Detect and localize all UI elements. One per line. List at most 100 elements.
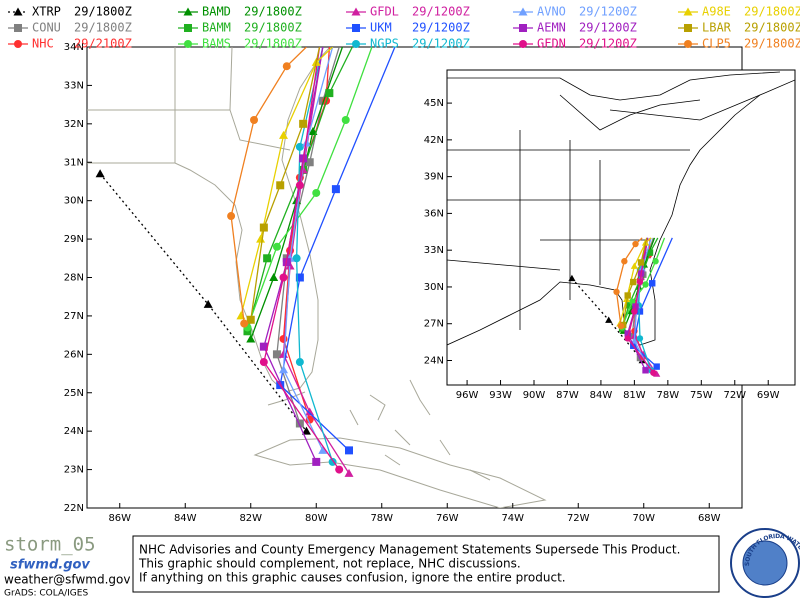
track-point <box>617 322 625 330</box>
track-point <box>14 40 22 48</box>
legend: XTRP 29/1800Z CONU 29/1800Z NHC 29/2100Z BAMD 2… <box>8 5 800 51</box>
track-point <box>299 119 308 128</box>
track-point <box>95 169 105 178</box>
legend-name: LBAR <box>702 21 732 35</box>
track-point <box>624 292 631 299</box>
track-point <box>184 40 192 48</box>
track-point <box>335 465 344 474</box>
us-coastline <box>447 79 795 346</box>
track-point <box>184 24 192 32</box>
x-tick-label: 78W <box>370 513 393 524</box>
legend-name: NGPS <box>370 37 399 51</box>
legend-time: 29/1200Z <box>579 37 637 51</box>
y-tick-label: 24N <box>64 426 84 437</box>
legend-name: A98E <box>702 5 731 19</box>
y-tick-label: 31N <box>64 157 84 168</box>
track-point <box>624 335 631 342</box>
track-point <box>632 240 639 248</box>
track-point <box>341 115 350 124</box>
x-tick-label: 75W <box>690 390 713 401</box>
track-point <box>628 332 636 340</box>
y-tick-label: 32N <box>64 119 84 130</box>
track-point <box>352 24 360 32</box>
x-tick-label: 84W <box>174 513 197 524</box>
track-point <box>263 254 272 263</box>
y-tick-label: 30N <box>424 282 444 293</box>
x-tick-label: 84W <box>590 390 613 401</box>
legend-name: CLP5 <box>702 37 731 51</box>
track-point <box>642 367 649 374</box>
track-point <box>613 288 620 296</box>
track-point <box>295 419 304 428</box>
track-point <box>650 369 657 376</box>
legend-time: 29/1800Z <box>744 37 800 51</box>
track-point <box>246 334 256 343</box>
track-line <box>99 173 307 432</box>
track-point <box>305 407 315 416</box>
track-point <box>227 212 236 221</box>
track-point <box>621 258 628 265</box>
x-tick-label: 68W <box>698 513 721 524</box>
coastline <box>87 47 331 393</box>
track-point <box>295 358 304 367</box>
y-tick-label: 33N <box>424 245 444 256</box>
legend-time: 29/1200Z <box>579 21 637 35</box>
track-point <box>312 188 321 197</box>
track-point <box>684 40 692 48</box>
track-point <box>240 319 249 328</box>
track-point <box>305 415 314 424</box>
y-tick-label: 33N <box>64 80 84 91</box>
y-tick-label: 24N <box>424 355 444 366</box>
track-point <box>628 298 636 305</box>
bahamas <box>349 379 491 481</box>
y-tick-label: 36N <box>424 208 444 219</box>
x-tick-label: 72W <box>723 390 746 401</box>
y-tick-label: 29N <box>64 234 84 245</box>
legend-time: 29/1800Z <box>74 5 132 19</box>
legend-name: BAMD <box>202 5 231 19</box>
legend-name: AVNO <box>537 5 566 19</box>
x-tick-label: 78W <box>657 390 680 401</box>
x-tick-label: 76W <box>436 513 459 524</box>
track-point <box>312 457 321 466</box>
track-point <box>646 249 654 256</box>
track-point <box>652 258 659 265</box>
track-point <box>318 445 328 454</box>
legend-name: BAMM <box>202 21 231 35</box>
email: weather@sfwmd.gov <box>4 573 130 587</box>
track-point <box>518 7 528 16</box>
legend-time: 29/1800Z <box>244 37 302 51</box>
x-tick-label: 90W <box>523 390 546 401</box>
track-point <box>684 24 692 32</box>
track-point <box>279 334 288 343</box>
track-point <box>519 24 527 32</box>
y-tick-label: 22N <box>64 503 84 514</box>
x-tick-label: 82W <box>239 513 262 524</box>
x-tick-label: 70W <box>632 513 655 524</box>
legend-name: XTRP <box>32 5 61 19</box>
x-tick-label: 69W <box>757 390 780 401</box>
disclaimer-line: NHC Advisories and County Emergency Mana… <box>139 543 680 557</box>
credit: GrADS: COLA/IGES <box>4 589 88 599</box>
y-tick-label: 27N <box>424 319 444 330</box>
legend-time: 29/1800Z <box>744 5 800 19</box>
y-tick-label: 39N <box>424 172 444 183</box>
legend-time: 29/1200Z <box>579 5 637 19</box>
legend-time: 29/1800Z <box>74 21 132 35</box>
legend-name: AEMN <box>537 21 566 35</box>
track-point <box>259 358 268 367</box>
y-tick-label: 25N <box>64 388 84 399</box>
track-point <box>683 7 693 16</box>
legend-name: UKM <box>370 21 392 35</box>
x-tick-label: 80W <box>305 513 328 524</box>
x-tick-label: 81W <box>623 390 646 401</box>
track-point <box>259 223 268 232</box>
x-tick-label: 86W <box>108 513 131 524</box>
legend-time: 29/1800Z <box>744 21 800 35</box>
logo-center <box>742 540 788 586</box>
track-point <box>256 234 266 243</box>
keys <box>267 391 306 406</box>
legend-time: 29/1200Z <box>412 5 470 19</box>
track-point <box>292 254 301 263</box>
